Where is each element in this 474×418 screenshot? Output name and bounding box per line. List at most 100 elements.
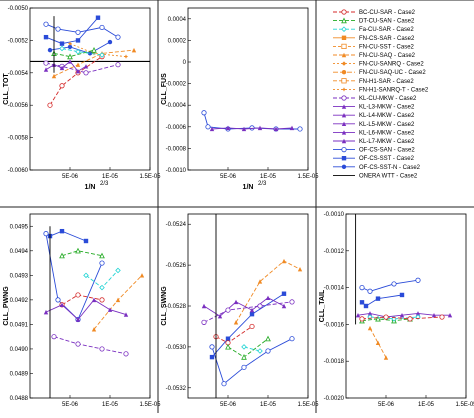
data-point [399, 292, 405, 298]
x-tick-label: 1.5E-05 [297, 174, 319, 180]
data-point [265, 295, 271, 301]
plot-frame [29, 7, 151, 171]
series-line [203, 301, 293, 323]
data-point [201, 110, 207, 116]
legend-label: KL-L7-MKW - Case2 [359, 139, 415, 145]
data-point [91, 297, 97, 303]
data-point [75, 317, 81, 322]
plot-frame [187, 213, 309, 399]
legend-swatch-marker [341, 113, 347, 118]
y-tick-label: -0.0058 [8, 136, 29, 142]
data-point [257, 125, 263, 131]
series-line [45, 62, 119, 74]
y-tick-label: 0.0002 [168, 38, 187, 44]
data-point [399, 313, 405, 318]
series [359, 292, 405, 309]
data-point [59, 65, 65, 71]
series [43, 231, 105, 323]
y-tick-label: -0.0018 [324, 359, 345, 365]
data-point [281, 303, 287, 309]
legend-label: KL-L4-MKW - Case2 [359, 113, 415, 119]
data-point [367, 325, 373, 331]
data-point [241, 364, 247, 370]
panel-tail: -0.0010 -0.0012 -0.0014 -0.0016 -0.0018 -0.00… [319, 212, 474, 408]
data-point [75, 292, 81, 298]
y-tick-label: -0.0008 [166, 146, 187, 152]
legend-entry: KL-L4-MKW - Case2 [333, 113, 415, 119]
data-point [99, 252, 105, 259]
series [59, 292, 105, 308]
data-point [281, 291, 287, 296]
legend-label: ONERA WTT - Case2 [359, 173, 418, 179]
x-axis-title: 1/N [243, 184, 254, 191]
y-tick-label: -0.0528 [166, 304, 187, 310]
data-point [241, 344, 247, 350]
data-point [415, 277, 421, 283]
data-point [123, 351, 129, 357]
legend-entry: FN-CU-SANRQ - Case2 [333, 61, 424, 68]
data-point [241, 354, 247, 360]
data-point [201, 303, 207, 309]
data-point [91, 327, 97, 332]
data-point [249, 125, 255, 131]
legend-entry: OF-CS-SAN - Case2 [333, 147, 415, 154]
data-point [59, 45, 65, 52]
y-tick-label: 0 [183, 60, 187, 66]
data-point [363, 303, 369, 309]
data-point [209, 344, 215, 350]
legend-label: KL-L5-MKW - Case2 [359, 122, 415, 128]
legend-entry: DT-CU-SAN - Case2 [333, 17, 415, 25]
series [209, 125, 295, 132]
data-point [383, 355, 389, 360]
legend-swatch-marker [341, 17, 347, 24]
data-point [123, 312, 129, 317]
y-axis-title: CLL_TAIL [319, 289, 326, 322]
series-line [61, 250, 103, 257]
data-point [75, 341, 81, 347]
data-point [75, 62, 81, 67]
panel-tot: -0.0050 -0.0052 -0.0054 -0.0056 -0.0058 -0.00… [3, 6, 161, 191]
series [225, 335, 271, 360]
series [233, 258, 303, 325]
data-point [99, 24, 105, 31]
data-point [367, 288, 373, 294]
legend-swatch-marker [341, 130, 347, 135]
data-point [67, 44, 73, 50]
y-tick-label: -0.0530 [166, 345, 187, 351]
legend-entry: BC-CU-SAR - Case2 [333, 9, 416, 16]
legend-entry: Fa-CU-SAR - Case2 [333, 26, 414, 33]
legend-entry: KL-L7-MKW - Case2 [333, 138, 415, 145]
data-point [115, 267, 121, 274]
data-point [67, 53, 73, 60]
series-line [53, 49, 95, 58]
y-tick-label: -0.0004 [166, 103, 187, 109]
data-point [221, 381, 227, 387]
legend-label: FN-CS-SAR - Case2 [359, 36, 415, 42]
legend-swatch-marker [341, 43, 347, 50]
data-point [75, 247, 81, 254]
panel-pwng: 0.0495 0.0494 0.0493 0.0492 0.0491 0.0490 0.04… [3, 213, 161, 408]
data-point [289, 336, 295, 342]
legend-swatch-marker [341, 26, 347, 32]
data-point [205, 124, 211, 130]
legend-swatch-marker [341, 95, 347, 101]
series-line [45, 60, 87, 72]
series-line [45, 299, 127, 321]
data-point [43, 309, 49, 315]
y-tick-label: -0.0054 [8, 71, 29, 77]
data-point [43, 67, 49, 72]
x-tick-label: 5E-06 [62, 174, 79, 180]
x-tick-label: 5E-06 [378, 402, 395, 408]
legend-label: KL-L3-MKW - Case2 [359, 105, 415, 111]
legend-swatch-marker [341, 138, 347, 144]
data-point [209, 354, 215, 360]
x-tick-label: 5E-06 [220, 174, 237, 180]
data-point [59, 83, 65, 89]
y-axis-title: CLL_PWNG [3, 286, 10, 326]
legend-label: Fa-CU-SAR - Case2 [359, 27, 414, 33]
legend-swatch-marker [341, 156, 347, 161]
legend-entry: FN-CS-SAR - Case2 [333, 35, 415, 42]
legend-entry: OF-CS-SST - Case2 [333, 156, 415, 162]
data-point [91, 47, 97, 53]
x-tick-label: 1E-05 [102, 402, 119, 408]
